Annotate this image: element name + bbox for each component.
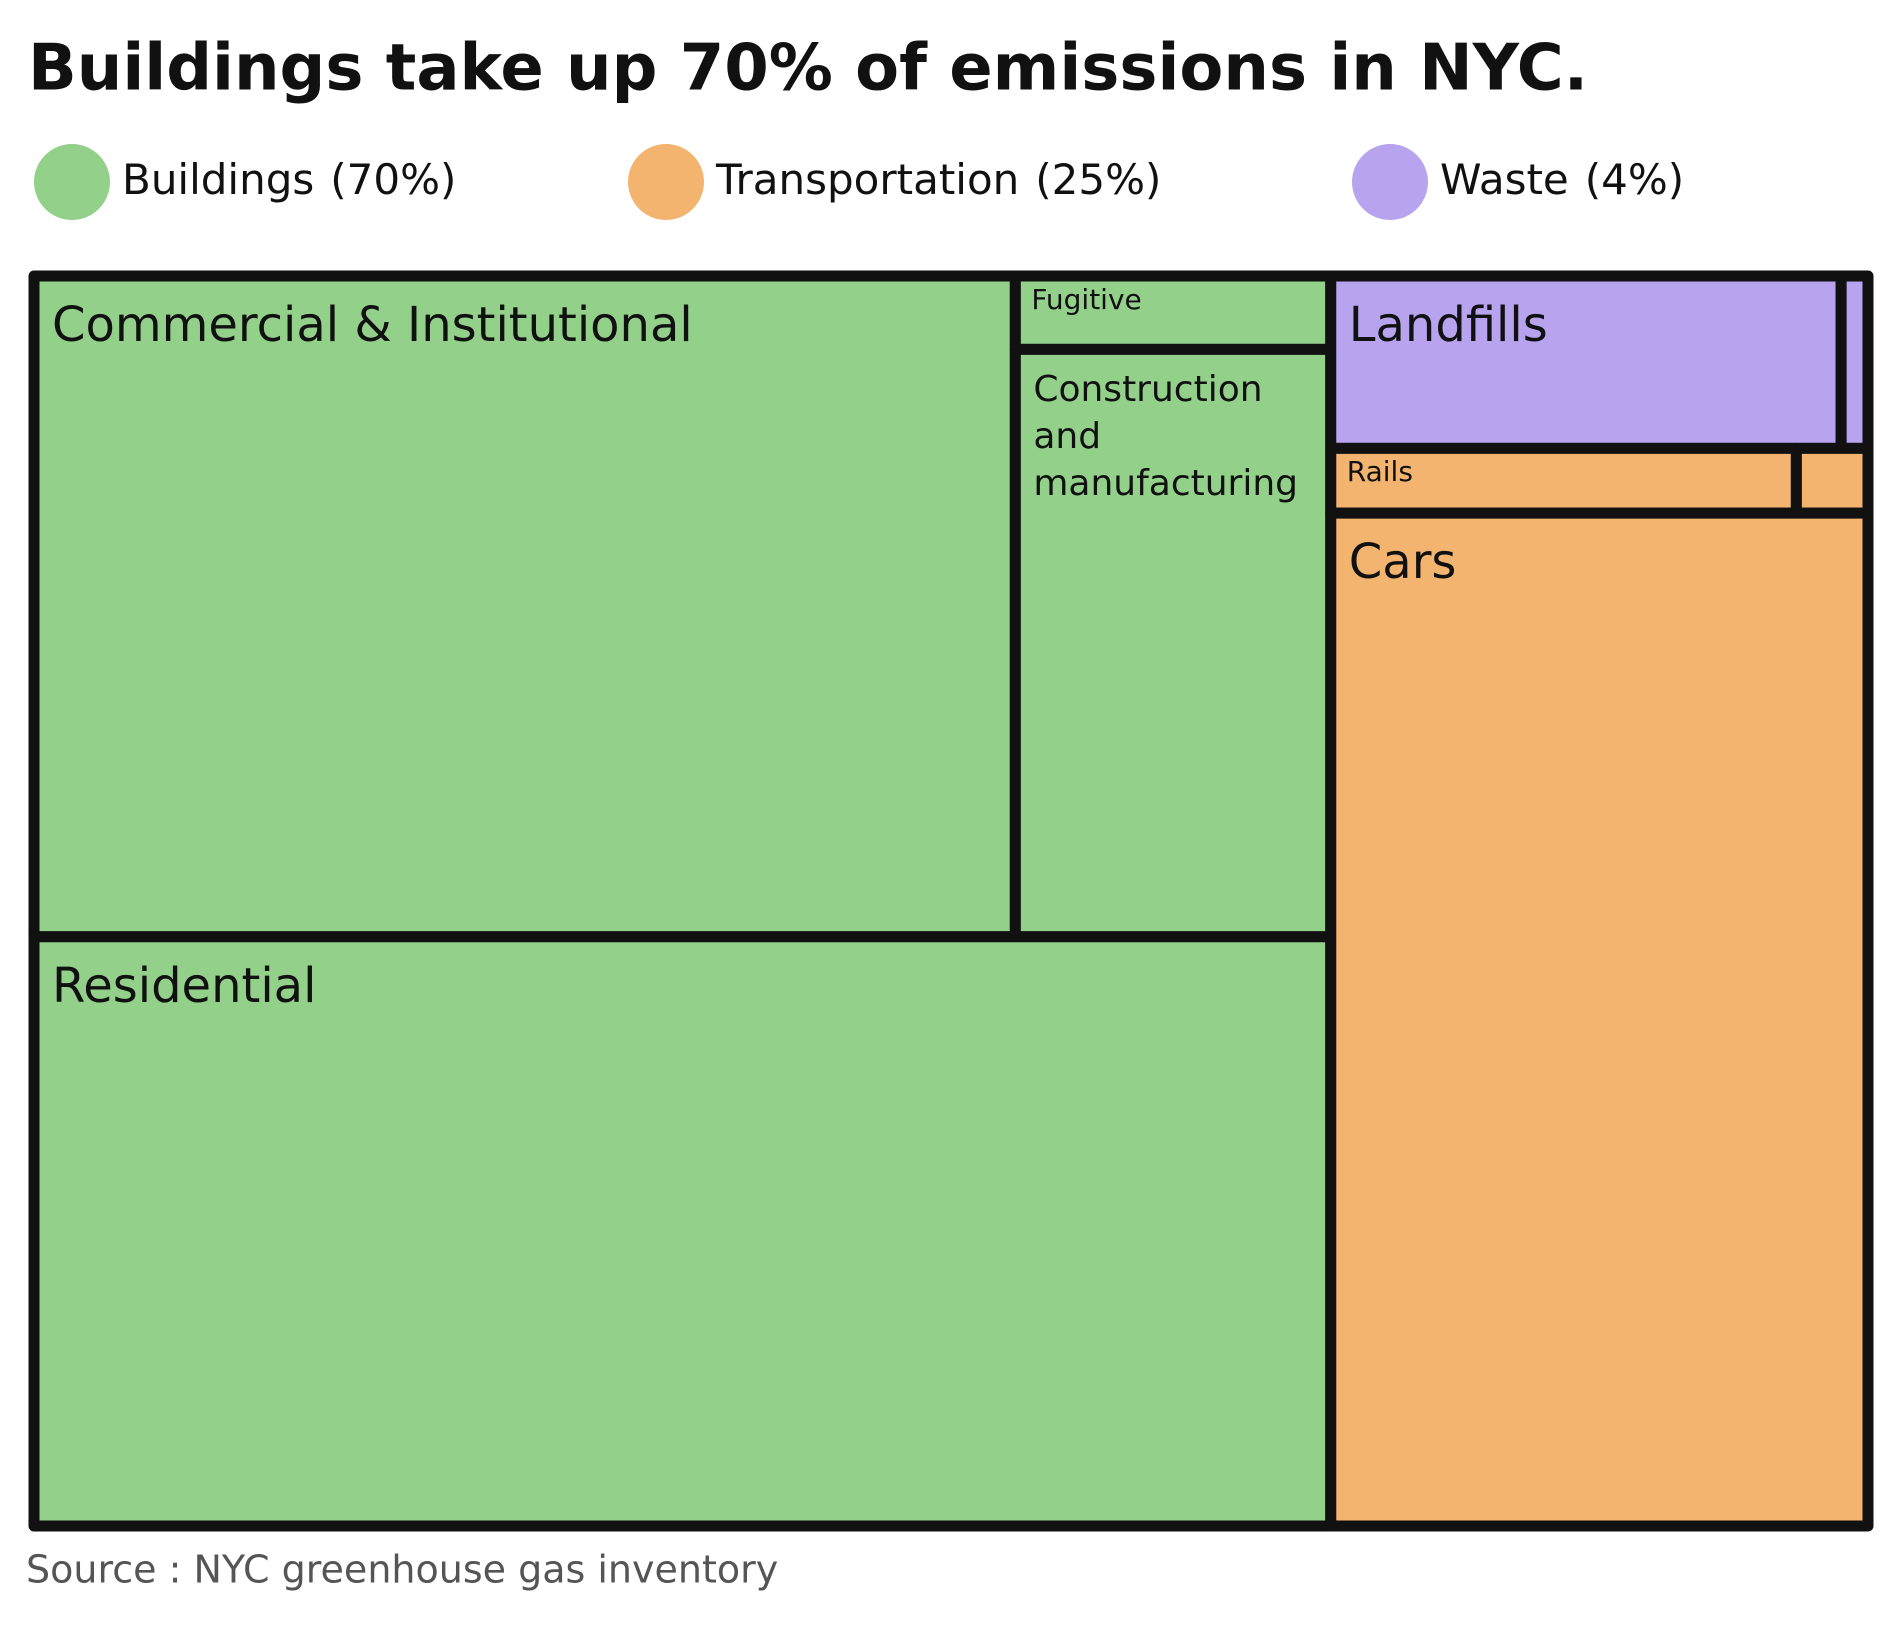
treemap-cell <box>28 931 1337 1532</box>
legend-value: (70%) <box>330 155 456 204</box>
treemap-cell <box>1790 442 1874 519</box>
legend-swatch <box>34 144 110 220</box>
legend-label: Transportation (25%) <box>715 155 1161 204</box>
treemap-cell <box>1325 507 1874 1532</box>
chart-title: Buildings take up 70% of emissions in NY… <box>28 32 1588 106</box>
legend-label: Buildings (70%) <box>122 155 456 204</box>
legend-name: Transportation <box>715 155 1019 204</box>
legend-name: Buildings <box>122 155 314 204</box>
legend-swatch <box>628 144 704 220</box>
source-note: Source : NYC greenhouse gas inventory <box>26 1548 778 1592</box>
treemap-cell <box>1835 270 1874 454</box>
legend-value: (4%) <box>1585 155 1684 204</box>
cell-label: Fugitive <box>1031 283 1142 316</box>
legend-swatch <box>1352 144 1428 220</box>
cell-label: Rails <box>1346 455 1413 489</box>
legend-value: (25%) <box>1035 155 1161 204</box>
cell-label: Residential <box>52 957 317 1014</box>
cell-label: Cars <box>1348 534 1457 591</box>
cell-label: Landfills <box>1348 297 1548 353</box>
treemap-cell <box>1009 343 1337 943</box>
cell-label: Construction and manufacturing <box>1033 369 1299 504</box>
treemap-cell <box>28 270 1021 943</box>
cell-label: Commercial & Institutional <box>52 297 693 353</box>
legend-name: Waste <box>1440 155 1569 204</box>
legend-label: Waste (4%) <box>1440 155 1684 204</box>
